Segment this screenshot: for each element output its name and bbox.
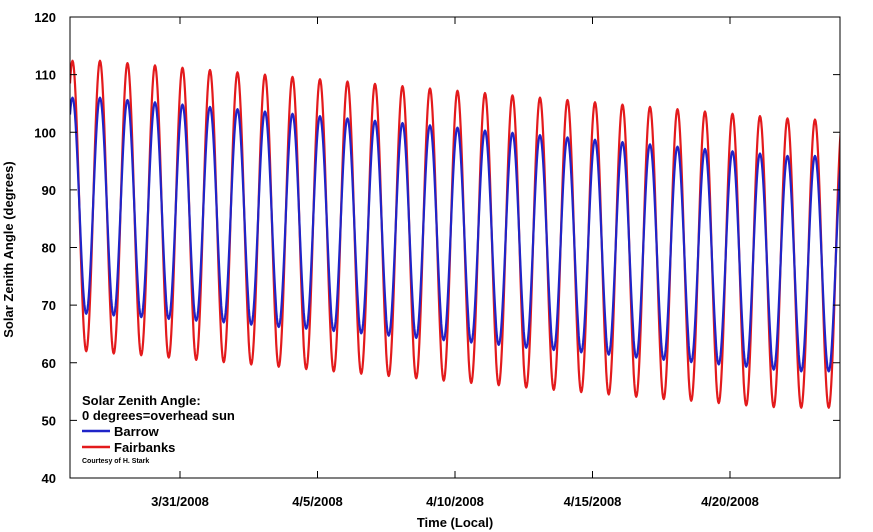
x-tick-label: 3/31/2008 <box>151 494 209 509</box>
y-tick-label: 80 <box>42 241 56 256</box>
plot-lines <box>70 59 840 409</box>
x-tick-label: 4/5/2008 <box>292 494 343 509</box>
legend-title-line-2: 0 degrees=overhead sun <box>82 408 235 423</box>
x-tick-label: 4/15/2008 <box>564 494 622 509</box>
y-tick-label: 100 <box>34 125 56 140</box>
legend-title-line-1: Solar Zenith Angle: <box>82 393 201 408</box>
y-tick-label: 120 <box>34 10 56 25</box>
legend: Solar Zenith Angle: 0 degrees=overhead s… <box>82 393 235 465</box>
y-tick-label: 50 <box>42 413 56 428</box>
x-axis-title: Time (Local) <box>417 515 493 530</box>
y-tick-label: 40 <box>42 471 56 486</box>
y-tick-label: 90 <box>42 183 56 198</box>
x-tick-label: 4/10/2008 <box>426 494 484 509</box>
legend-label-fairbanks: Fairbanks <box>114 440 175 455</box>
axes: 40 50 60 70 80 90 100 110 120 3/31/2008 4/5/2008 4/… <box>34 10 840 509</box>
legend-label-barrow: Barrow <box>114 424 160 439</box>
x-tick-label: 4/20/2008 <box>701 494 759 509</box>
series-line-barrow <box>70 96 840 373</box>
y-tick-label: 110 <box>35 68 56 83</box>
credit-text: Courtesy of H. Stark <box>82 458 149 465</box>
y-axis-title: Solar Zenith Angle (degrees) <box>1 161 16 338</box>
y-tick-label: 60 <box>42 356 56 371</box>
y-tick-label: 70 <box>42 298 56 313</box>
